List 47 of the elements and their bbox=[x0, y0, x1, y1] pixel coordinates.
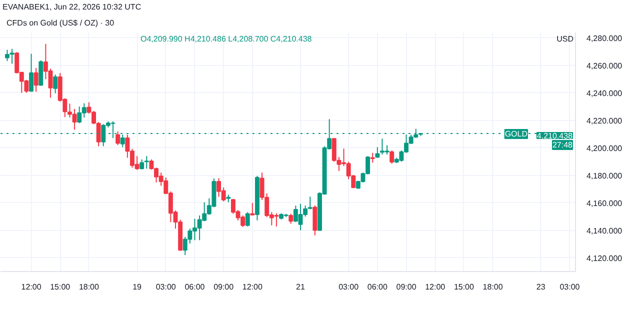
candlestick bbox=[312, 205, 318, 236]
x-tick-label: 09:00 bbox=[396, 282, 417, 292]
x-tick-label: 19 bbox=[132, 282, 142, 292]
x-tick-label: 06:00 bbox=[184, 282, 206, 292]
candlestick bbox=[116, 130, 120, 146]
y-axis-title: USD bbox=[556, 34, 574, 44]
y-tick-label: 4,140.000 bbox=[586, 226, 623, 236]
x-tick-label: 21 bbox=[296, 282, 306, 292]
annotation: O4,209.990 H4,210.486 L4,208.700 C4,210.438 bbox=[140, 34, 312, 44]
x-tick-label: 15:00 bbox=[454, 282, 475, 292]
x-tick-label: 18:00 bbox=[78, 282, 100, 292]
x-tick-label: 12:00 bbox=[425, 282, 446, 292]
ref-line-label: GOLD bbox=[504, 130, 528, 139]
candlestick bbox=[34, 67, 38, 92]
y-tick-label: 4,180.000 bbox=[586, 171, 623, 180]
x-tick-label: 15:00 bbox=[50, 282, 71, 292]
x-tick-label: 03:00 bbox=[560, 282, 580, 292]
x-tick-label: 03:00 bbox=[156, 282, 176, 292]
text: EVANABEK1, Jun 22, 2026 10:32 UTC bbox=[2, 2, 142, 12]
chart-title: CFDs on Gold (US$ / OZ) · 30 bbox=[6, 18, 115, 28]
x-tick-label: 18:00 bbox=[482, 282, 504, 292]
candlestick bbox=[140, 158, 144, 170]
x-tick-label: 06:00 bbox=[367, 282, 388, 292]
candlestick bbox=[29, 53, 34, 92]
y-tick-label: 4,120.000 bbox=[586, 254, 623, 263]
candlestick bbox=[144, 156, 149, 170]
y-tick-label: 4,280.000 bbox=[586, 34, 623, 43]
candlestick bbox=[390, 150, 394, 164]
x-tick-label: 09:00 bbox=[214, 282, 234, 292]
annotation: 4,210.438 bbox=[536, 132, 574, 141]
candlestick bbox=[38, 60, 44, 86]
annotation: 27:48 bbox=[552, 140, 574, 150]
candlestick bbox=[370, 152, 375, 164]
y-tick-label: 4,240.000 bbox=[586, 88, 623, 98]
x-tick-label: 23 bbox=[536, 282, 546, 292]
candlestick bbox=[245, 212, 250, 227]
x-tick-label: 12:00 bbox=[21, 282, 42, 292]
candlestick bbox=[375, 146, 380, 158]
y-tick-label: 4,220.000 bbox=[586, 116, 623, 126]
candlestick bbox=[53, 74, 58, 94]
y-tick-label: 4,260.000 bbox=[586, 61, 623, 70]
candlestick bbox=[250, 202, 255, 216]
y-tick-label: 4,200.000 bbox=[586, 144, 623, 153]
y-tick-label: 4,160.000 bbox=[586, 198, 623, 208]
candlestick bbox=[288, 213, 294, 224]
x-tick-label: 03:00 bbox=[338, 282, 360, 292]
x-tick-label: 12:00 bbox=[242, 282, 263, 292]
